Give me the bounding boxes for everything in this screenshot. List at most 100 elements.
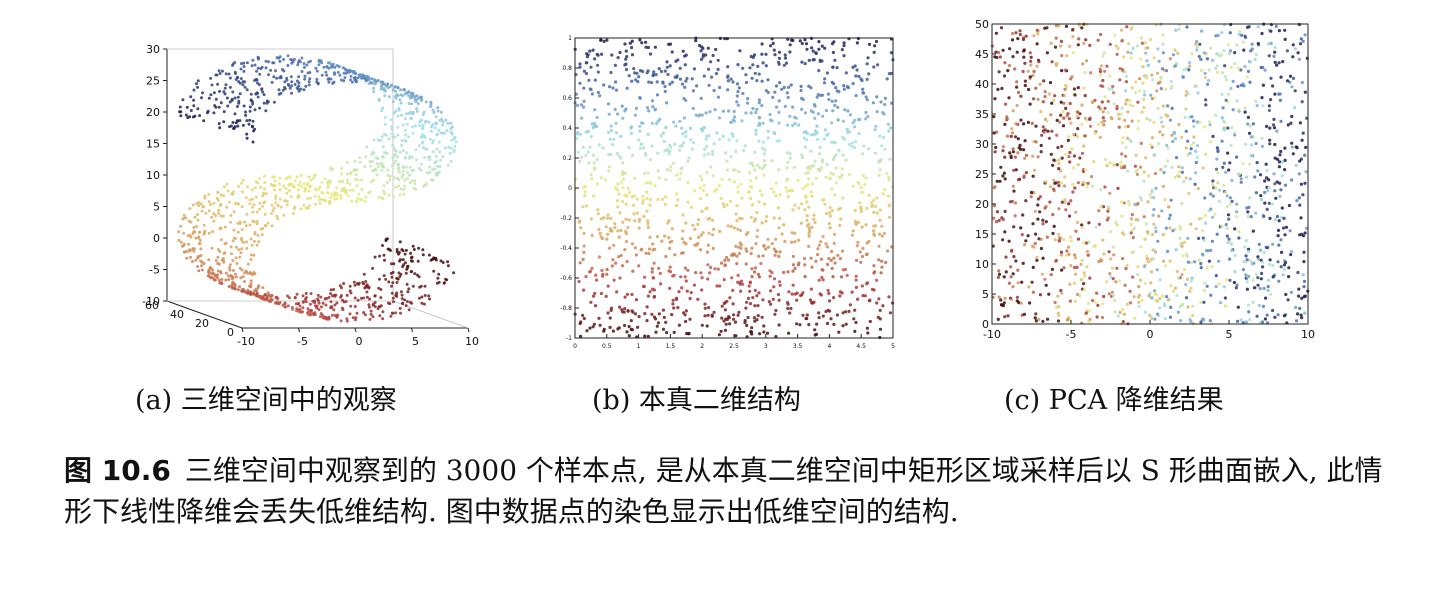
data-point-c: [1116, 186, 1120, 190]
data-point-c: [1061, 109, 1065, 114]
data-point-b: [877, 159, 881, 163]
data-point-b: [665, 101, 669, 105]
data-point-c: [1124, 80, 1128, 84]
data-point-c: [1242, 84, 1246, 88]
data-point-b: [696, 235, 701, 239]
data-point-c: [1220, 92, 1224, 97]
data-point-b: [609, 152, 613, 157]
data-point-a: [379, 139, 383, 142]
data-point-a: [333, 303, 337, 307]
data-point-a: [407, 156, 411, 160]
data-point-c: [1065, 114, 1069, 118]
data-point-a: [197, 204, 201, 208]
data-point-a: [389, 118, 393, 122]
data-point-a: [355, 200, 359, 204]
data-point-c: [1130, 250, 1134, 255]
data-point-a: [317, 308, 321, 311]
data-point-b: [774, 308, 778, 313]
data-point-c: [1223, 75, 1227, 79]
data-point-b: [681, 141, 686, 145]
data-point-b: [734, 244, 738, 248]
data-point-b: [748, 185, 752, 189]
data-point-a: [255, 219, 259, 223]
data-point-b: [828, 211, 832, 215]
data-point-b: [729, 199, 733, 203]
data-point-a: [357, 192, 361, 196]
data-point-a: [381, 244, 384, 247]
data-point-c: [1199, 68, 1204, 73]
data-point-a: [228, 85, 232, 89]
data-point-a: [245, 270, 248, 274]
data-point-c: [1069, 239, 1073, 243]
data-point-a: [398, 306, 402, 310]
data-point-a: [278, 188, 282, 192]
data-point-b: [700, 209, 704, 213]
data-point-b: [665, 60, 669, 64]
data-point-a: [306, 181, 310, 185]
data-point-b: [702, 126, 706, 130]
data-point-c: [1091, 298, 1095, 303]
data-point-b: [807, 226, 812, 230]
data-point-b: [644, 181, 648, 185]
data-point-b: [874, 204, 878, 208]
data-point-b: [866, 115, 870, 119]
data-point-a: [400, 297, 404, 301]
data-point-c: [1304, 170, 1308, 174]
data-point-b: [854, 258, 859, 262]
data-point-b: [608, 137, 612, 141]
data-point-a: [389, 249, 392, 252]
data-point-c: [1050, 129, 1054, 133]
data-point-b: [652, 70, 656, 74]
data-point-b: [667, 152, 671, 156]
data-point-c: [1235, 99, 1239, 103]
data-point-c: [1120, 39, 1124, 43]
data-point-b: [718, 229, 722, 233]
data-point-a: [272, 100, 276, 104]
data-point-a: [436, 109, 440, 113]
data-point-b: [588, 326, 592, 330]
data-point-a: [407, 94, 411, 98]
data-point-c: [1184, 176, 1188, 180]
data-point-a: [356, 178, 360, 182]
data-point-a: [256, 66, 260, 70]
data-point-a: [369, 309, 373, 313]
data-point-c: [1231, 108, 1235, 112]
data-point-a: [219, 193, 223, 197]
y-tick-label-c: 35: [975, 108, 989, 121]
data-point-b: [586, 53, 590, 57]
data-point-c: [1020, 280, 1024, 284]
data-point-c: [1046, 129, 1050, 133]
data-point-a: [445, 129, 449, 133]
data-point-c: [1044, 220, 1048, 224]
data-point-c: [1111, 277, 1115, 281]
data-point-b: [615, 199, 619, 203]
data-point-a: [396, 155, 400, 159]
data-point-b: [630, 292, 634, 297]
data-point-c: [1075, 220, 1079, 224]
data-point-c: [1215, 52, 1219, 56]
data-point-c: [1272, 126, 1277, 130]
data-point-a: [303, 77, 307, 81]
data-point-b: [825, 212, 829, 216]
data-point-b: [764, 52, 768, 56]
data-point-c: [1175, 269, 1179, 274]
z-tick-label-a: 30: [146, 43, 160, 56]
data-point-b: [683, 54, 687, 58]
data-point-c: [1297, 294, 1301, 298]
data-point-b: [760, 52, 764, 56]
data-point-b: [602, 216, 606, 220]
data-point-b: [878, 327, 883, 331]
data-point-b: [883, 96, 887, 100]
data-point-c: [1072, 154, 1076, 158]
data-point-c: [1152, 248, 1156, 252]
data-point-b: [611, 86, 615, 90]
data-point-c: [1111, 84, 1115, 89]
data-point-a: [212, 111, 216, 115]
data-point-b: [616, 182, 620, 186]
data-point-b: [805, 214, 809, 218]
data-point-a: [188, 115, 192, 119]
data-point-c: [1009, 249, 1014, 253]
data-point-b: [672, 306, 676, 310]
data-point-a: [390, 132, 394, 136]
data-point-c: [1090, 175, 1094, 179]
